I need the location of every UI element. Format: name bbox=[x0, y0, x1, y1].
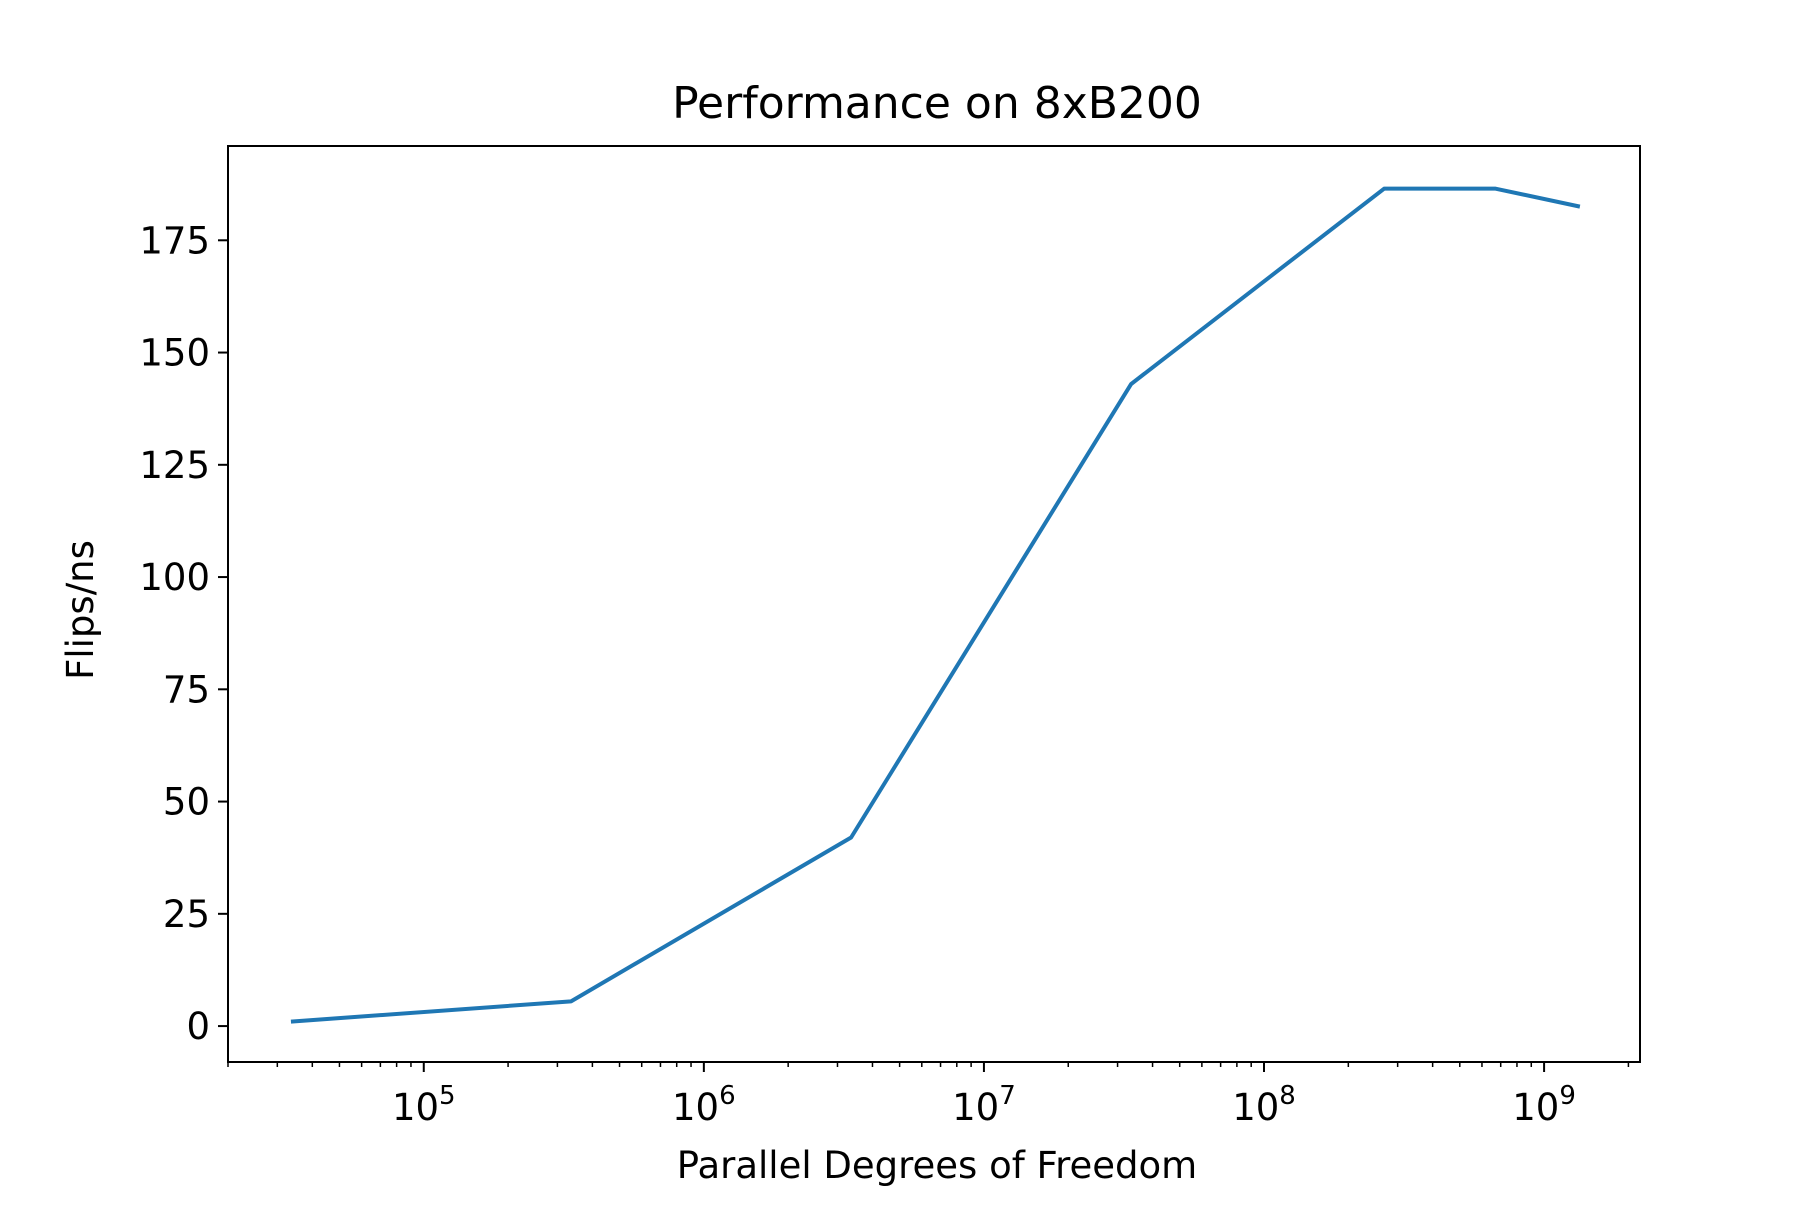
x-tick-label: 107 bbox=[952, 1081, 1016, 1129]
y-tick-label: 0 bbox=[186, 1005, 210, 1048]
plot-series bbox=[290, 186, 1581, 1024]
x-tick-label-base: 10 bbox=[392, 1086, 439, 1129]
x-tick-label-exponent: 8 bbox=[1279, 1081, 1296, 1111]
x-tick-label: 105 bbox=[392, 1081, 456, 1129]
y-tick-label: 150 bbox=[139, 332, 210, 375]
y-tick-label: 50 bbox=[163, 781, 210, 824]
series-line bbox=[290, 186, 1581, 1024]
x-tick-label-exponent: 9 bbox=[1559, 1081, 1576, 1111]
x-axis-label: Parallel Degrees of Freedom bbox=[677, 1144, 1197, 1187]
x-tick-label-base: 10 bbox=[672, 1086, 719, 1129]
x-tick-label: 109 bbox=[1512, 1081, 1576, 1129]
x-tick-label: 106 bbox=[672, 1081, 736, 1129]
x-tick-label-exponent: 5 bbox=[439, 1081, 456, 1111]
y-tick-label: 100 bbox=[139, 556, 210, 599]
x-tick-label-base: 10 bbox=[1232, 1086, 1279, 1129]
x-tick-label-exponent: 6 bbox=[719, 1081, 736, 1111]
x-tick-label-base: 10 bbox=[952, 1086, 999, 1129]
x-tick-label: 108 bbox=[1232, 1081, 1296, 1129]
y-tick-label: 125 bbox=[139, 444, 210, 487]
y-tick-label: 175 bbox=[139, 219, 210, 262]
y-axis-label: Flips/ns bbox=[59, 540, 102, 680]
x-tick-label-exponent: 7 bbox=[999, 1081, 1016, 1111]
plot-frame bbox=[227, 145, 1641, 1063]
y-tick-label: 75 bbox=[163, 668, 210, 711]
y-tick-label: 25 bbox=[163, 893, 210, 936]
x-tick-label-base: 10 bbox=[1512, 1086, 1559, 1129]
chart-title: Performance on 8xB200 bbox=[672, 78, 1202, 129]
